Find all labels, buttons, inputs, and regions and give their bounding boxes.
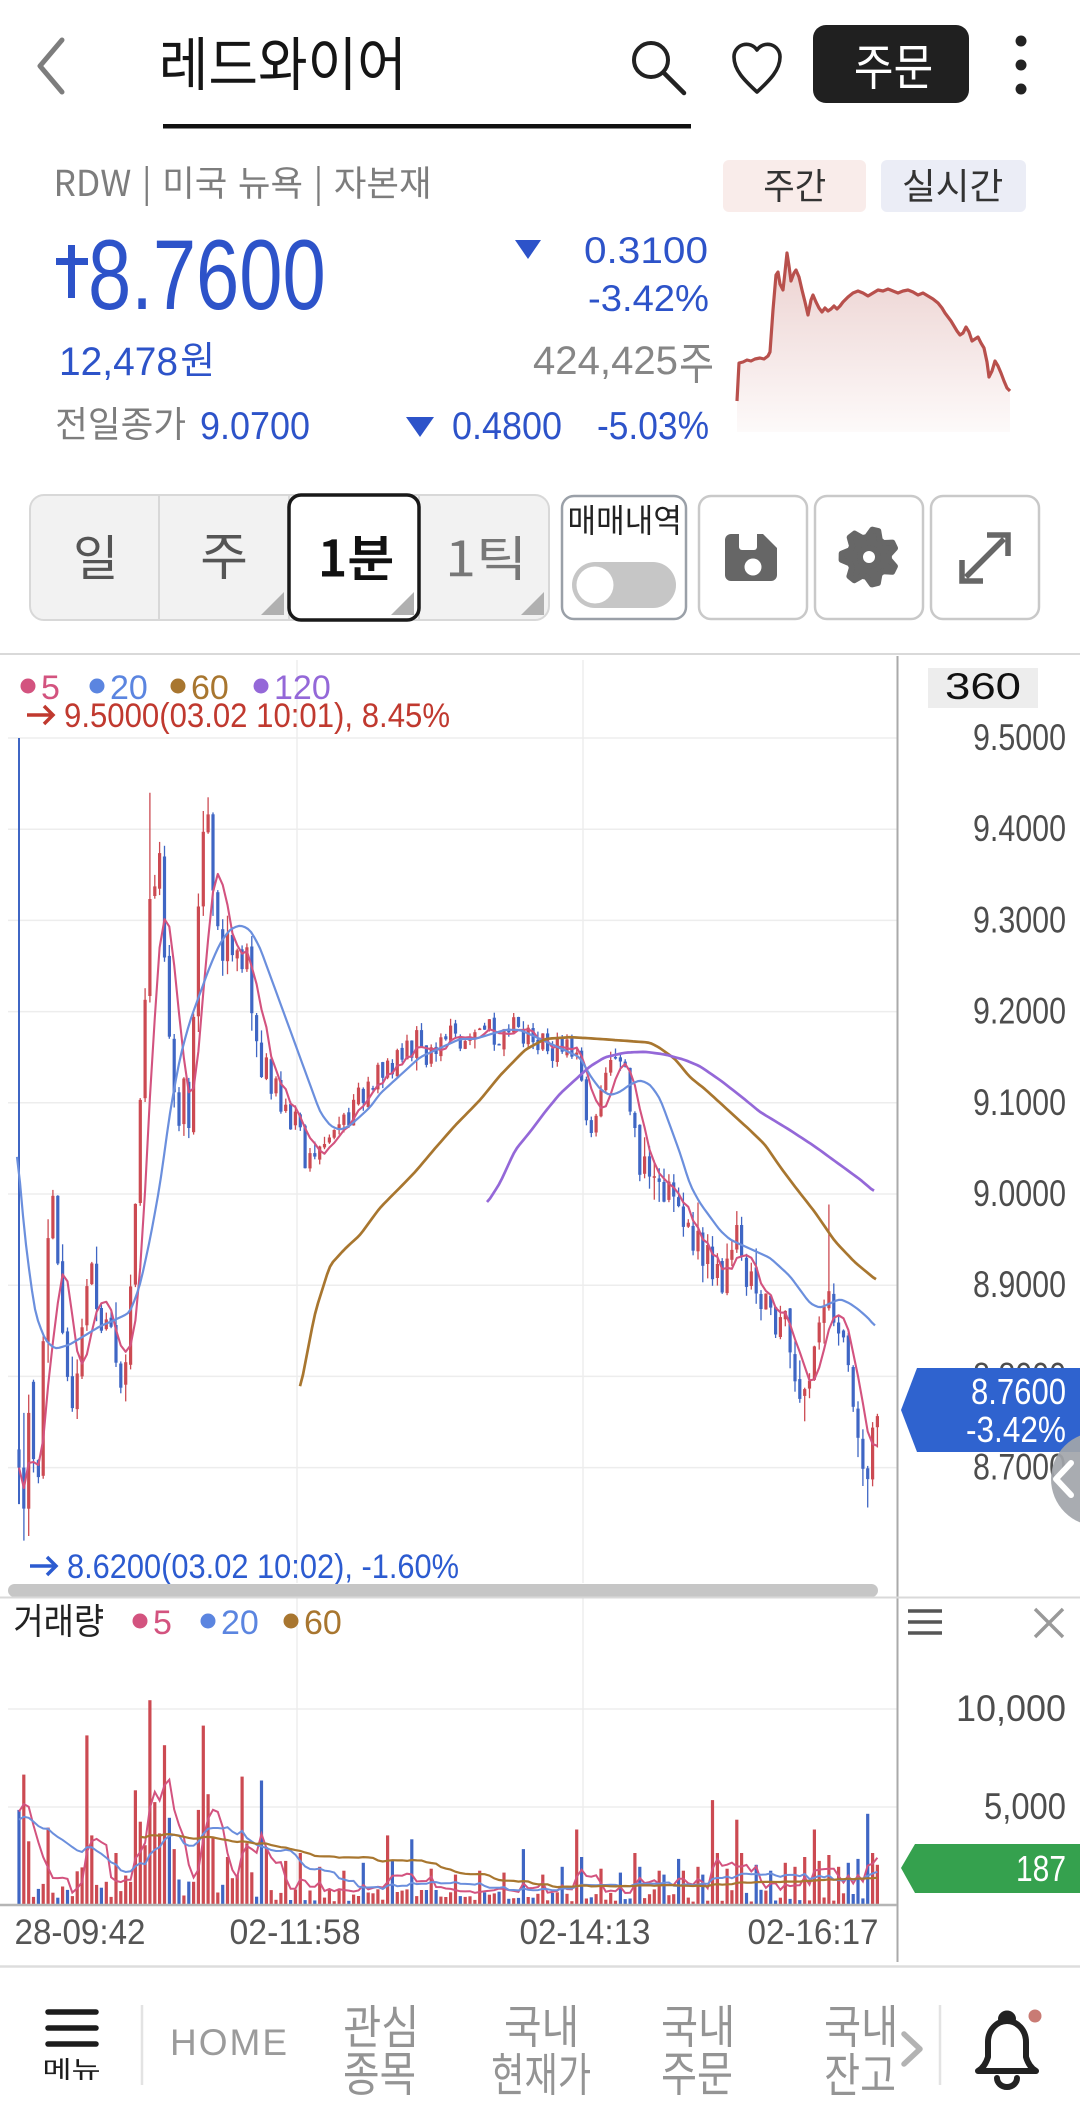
svg-text:9.4000: 9.4000	[973, 808, 1066, 849]
svg-text:8.7000: 8.7000	[973, 1447, 1066, 1488]
svg-text:02-11:58: 02-11:58	[230, 1913, 361, 1952]
svg-text:9.5000(03.02 10:01), 8.45%: 9.5000(03.02 10:01), 8.45%	[64, 697, 450, 735]
svg-text:9.3000: 9.3000	[973, 899, 1066, 940]
svg-text:20: 20	[110, 669, 148, 707]
svg-text:12,478: 12,478	[59, 340, 178, 384]
svg-text:20: 20	[221, 1604, 259, 1642]
svg-text:8.6200(03.02 10:02), -1.60%: 8.6200(03.02 10:02), -1.60%	[67, 1548, 459, 1586]
svg-text:HOME: HOME	[170, 2022, 289, 2063]
svg-text:0.3100: 0.3100	[584, 230, 708, 271]
svg-text:5: 5	[153, 1604, 172, 1642]
svg-text:9.0000: 9.0000	[973, 1173, 1066, 1214]
svg-text:-5.03%: -5.03%	[597, 405, 709, 448]
svg-text:60: 60	[304, 1604, 342, 1642]
svg-text:5,000: 5,000	[984, 1786, 1066, 1827]
svg-text:9.5000: 9.5000	[973, 717, 1066, 758]
svg-text:0.4800: 0.4800	[452, 405, 562, 448]
svg-text:120: 120	[274, 669, 331, 707]
svg-text:9.2000: 9.2000	[973, 991, 1066, 1032]
svg-text:-3.42%: -3.42%	[588, 278, 709, 319]
svg-text:8.9000: 8.9000	[973, 1264, 1066, 1305]
svg-text:9.0700: 9.0700	[200, 405, 310, 448]
svg-text:28-09:42: 28-09:42	[15, 1913, 146, 1952]
svg-text:8.7600: 8.7600	[971, 1371, 1066, 1412]
svg-text:187: 187	[1016, 1848, 1066, 1889]
svg-text:9.1000: 9.1000	[973, 1082, 1066, 1123]
svg-text:02-16:17: 02-16:17	[748, 1913, 879, 1952]
svg-text:5: 5	[41, 669, 60, 707]
svg-text:424,425: 424,425	[533, 339, 678, 383]
svg-text:10,000: 10,000	[956, 1688, 1066, 1729]
svg-text:02-14:13: 02-14:13	[520, 1913, 651, 1952]
svg-text:60: 60	[191, 669, 229, 707]
svg-text:-3.42%: -3.42%	[966, 1409, 1066, 1450]
svg-text:360: 360	[945, 666, 1021, 707]
